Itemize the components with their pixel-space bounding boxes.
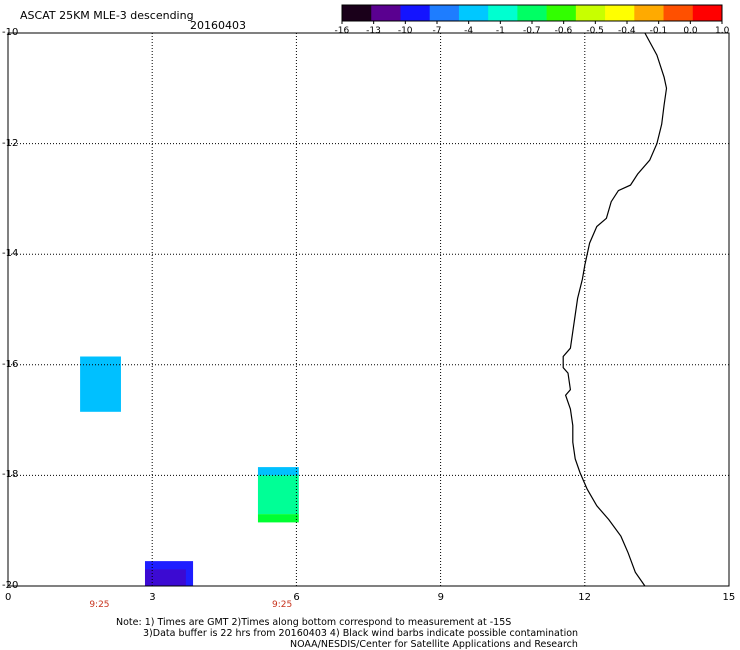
colorbar-tick-label: -7 [432, 26, 442, 36]
cell-cyan-top [257, 467, 299, 476]
colorbar-tick-label: -0.6 [554, 26, 573, 36]
x-tick-label: 6 [293, 592, 300, 603]
note-line-1: Note: 1) Times are GMT 2)Times along bot… [116, 617, 512, 628]
chart-title: ASCAT 25KM MLE-3 descending [20, 9, 194, 22]
colorbar-swatch [575, 5, 606, 21]
x-tick-label: 9 [437, 592, 444, 603]
x-tick-label: 3 [149, 592, 156, 603]
colorbar-tick-label: -4 [464, 26, 474, 36]
time-label: 9:25 [89, 600, 110, 610]
colorbar-swatch [400, 5, 431, 21]
x-tick-label: 15 [722, 592, 736, 603]
colorbar-tick-label: -0.1 [649, 26, 668, 36]
y-tick-label: -10 [2, 27, 19, 38]
colorbar-tick-label: -13 [366, 26, 381, 36]
cell-indigo [144, 569, 186, 586]
colorbar-tick-label: -0.7 [523, 26, 541, 36]
cell-teal [257, 475, 299, 515]
colorbar [341, 4, 723, 24]
colorbar-swatch [663, 5, 694, 21]
colorbar-swatch [488, 5, 518, 21]
x-tick-label: 0 [5, 592, 12, 603]
y-tick-label: -18 [2, 469, 19, 481]
colorbar-swatch [634, 5, 665, 21]
colorbar-tick-label: 1.0 [715, 26, 730, 36]
colorbar-swatch [429, 5, 460, 21]
x-tick-label: 12 [578, 592, 592, 603]
cell-green [257, 514, 299, 523]
coastline [562, 32, 668, 587]
colorbar-tick-label: 0.0 [683, 26, 698, 36]
chart-date: 20160403 [190, 19, 246, 32]
colorbar-swatch [371, 5, 401, 21]
time-label: 9:25 [271, 600, 293, 610]
colorbar-swatch [517, 5, 548, 21]
colorbar-tick-label: -0.4 [618, 26, 636, 36]
cell-cyan-west [80, 356, 121, 412]
colorbar-swatch [605, 5, 635, 21]
y-tick-label: -12 [2, 137, 19, 149]
plot-frame [7, 32, 730, 587]
colorbar-swatch [546, 5, 577, 21]
colorbar-swatch [342, 5, 372, 21]
y-tick-label: -16 [2, 358, 19, 370]
colorbar-tick-label: -1 [495, 26, 505, 36]
colorbar-swatch [458, 5, 489, 21]
note-line-3: NOAA/NESDIS/Center for Satellite Applica… [290, 639, 578, 650]
y-tick-label: -20 [2, 580, 19, 591]
grid-lines [8, 33, 729, 586]
y-tick-label: -14 [2, 248, 19, 260]
colorbar-tick-label: -16 [334, 26, 350, 36]
data-cells [80, 356, 299, 586]
colorbar-tick-label: -0.5 [586, 26, 604, 36]
note-line-2: 3)Data buffer is 22 hrs from 20160403 4)… [143, 628, 579, 639]
colorbar-tick-label: -10 [397, 26, 413, 36]
colorbar-swatch [692, 5, 723, 21]
